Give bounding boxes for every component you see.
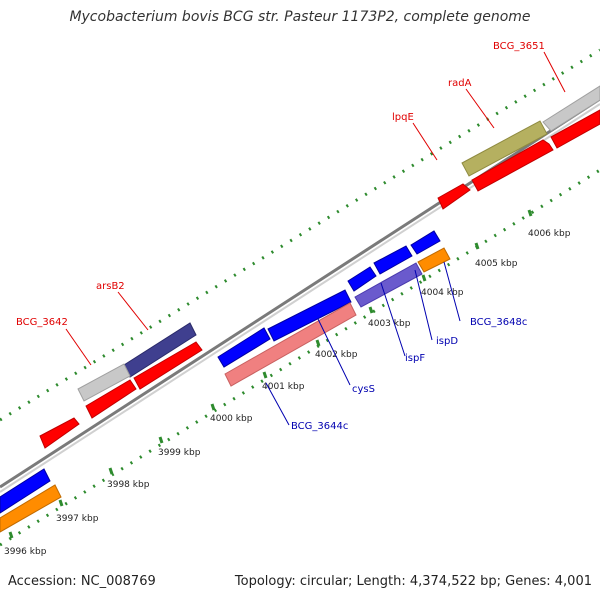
kbp-label-3999: 3999 kbp: [158, 448, 201, 458]
leader-cysS: [317, 318, 351, 386]
genome-info-text: Topology: circular; Length: 4,374,522 bp…: [234, 574, 592, 589]
gene-red-forward-radA[interactable]: [471, 139, 554, 192]
tick-4006: [527, 209, 533, 217]
gene-blue-ispD[interactable]: [410, 230, 441, 255]
kbp-label-4006: 4006 kbp: [528, 229, 571, 239]
kbp-label-4004: 4004 kbp: [421, 288, 464, 298]
leader-bcg3651: [543, 51, 566, 93]
gene-blue-large[interactable]: [267, 289, 352, 342]
tick-4003: [368, 306, 374, 314]
tick-3997: [58, 499, 64, 507]
leader-lpqE: [412, 122, 438, 161]
tick-4004: [421, 274, 427, 282]
gene-blue-cysS-a[interactable]: [347, 266, 377, 292]
gene-label-ispd: ispD: [436, 336, 458, 347]
kbp-label-4002: 4002 kbp: [315, 350, 358, 360]
map-title: Mycobacterium bovis BCG str. Pasteur 117…: [69, 9, 531, 25]
leader-ispF: [380, 282, 406, 357]
gene-label-lpqe: lpqE: [392, 112, 414, 123]
kbp-label-4003: 4003 kbp: [368, 319, 411, 329]
inner-tick-row: [0, 168, 600, 547]
gene-blue-bcg3644c[interactable]: [217, 327, 271, 368]
gene-label-ispf: ispF: [405, 353, 425, 364]
tick-4005: [474, 242, 480, 250]
gene-gray-bcg3642[interactable]: [77, 363, 131, 402]
gene-label-cyss: cysS: [352, 384, 375, 395]
gene-label-bcg3642: BCG_3642: [16, 317, 68, 328]
gene-gray-bcg3651[interactable]: [542, 85, 600, 132]
accession-text: Accession: NC_008769: [8, 574, 156, 589]
kbp-label-3996: 3996 kbp: [4, 547, 47, 557]
outer-tick-row: [0, 48, 600, 422]
gene-label-bcg3648c: BCG_3648c: [470, 317, 527, 328]
gene-orange-bcg3648c[interactable]: [417, 247, 451, 273]
tick-4000: [210, 403, 216, 411]
kbp-label-4000: 4000 kbp: [210, 414, 253, 424]
gene-orange-left[interactable]: [0, 484, 62, 533]
kbp-label-3997: 3997 kbp: [56, 514, 99, 524]
gene-red-bcg3642-inner[interactable]: [85, 379, 137, 419]
gene-label-rada: radA: [448, 78, 472, 89]
gene-blue-cysS-b[interactable]: [373, 245, 413, 275]
gene-red-arsB2-inner[interactable]: [133, 341, 203, 390]
gene-label-arsb2: arsB2: [96, 281, 125, 292]
tick-4001: [262, 371, 268, 379]
tick-3999: [158, 436, 164, 444]
leader-bcg3648c: [443, 261, 461, 322]
leader-bcg3642: [65, 328, 92, 366]
gene-red-forward-bcg3651[interactable]: [550, 109, 600, 149]
leader-radA: [465, 88, 495, 129]
leader-ispD: [414, 269, 433, 341]
gene-label-bcg3644c: BCG_3644c: [291, 421, 348, 432]
kbp-label-3998: 3998 kbp: [107, 480, 150, 490]
gene-pink-cysS[interactable]: [224, 302, 357, 387]
leader-bcg3644c: [265, 382, 290, 426]
gene-red-lpqE[interactable]: [437, 183, 471, 210]
gene-olive-rada[interactable]: [461, 120, 548, 177]
tick-3996: [8, 531, 14, 539]
major-ticks: [8, 209, 533, 539]
kbp-label-4001: 4001 kbp: [262, 382, 305, 392]
gene-blue-left[interactable]: [0, 468, 51, 514]
gene-label-bcg3651: BCG_3651: [493, 41, 545, 52]
tick-4002: [315, 339, 321, 347]
gene-purple-ispF[interactable]: [354, 262, 423, 308]
kbp-label-4005: 4005 kbp: [475, 259, 518, 269]
leader-arsB2: [117, 291, 149, 331]
gene-red-small-left[interactable]: [39, 417, 80, 449]
tick-3998: [108, 467, 114, 475]
